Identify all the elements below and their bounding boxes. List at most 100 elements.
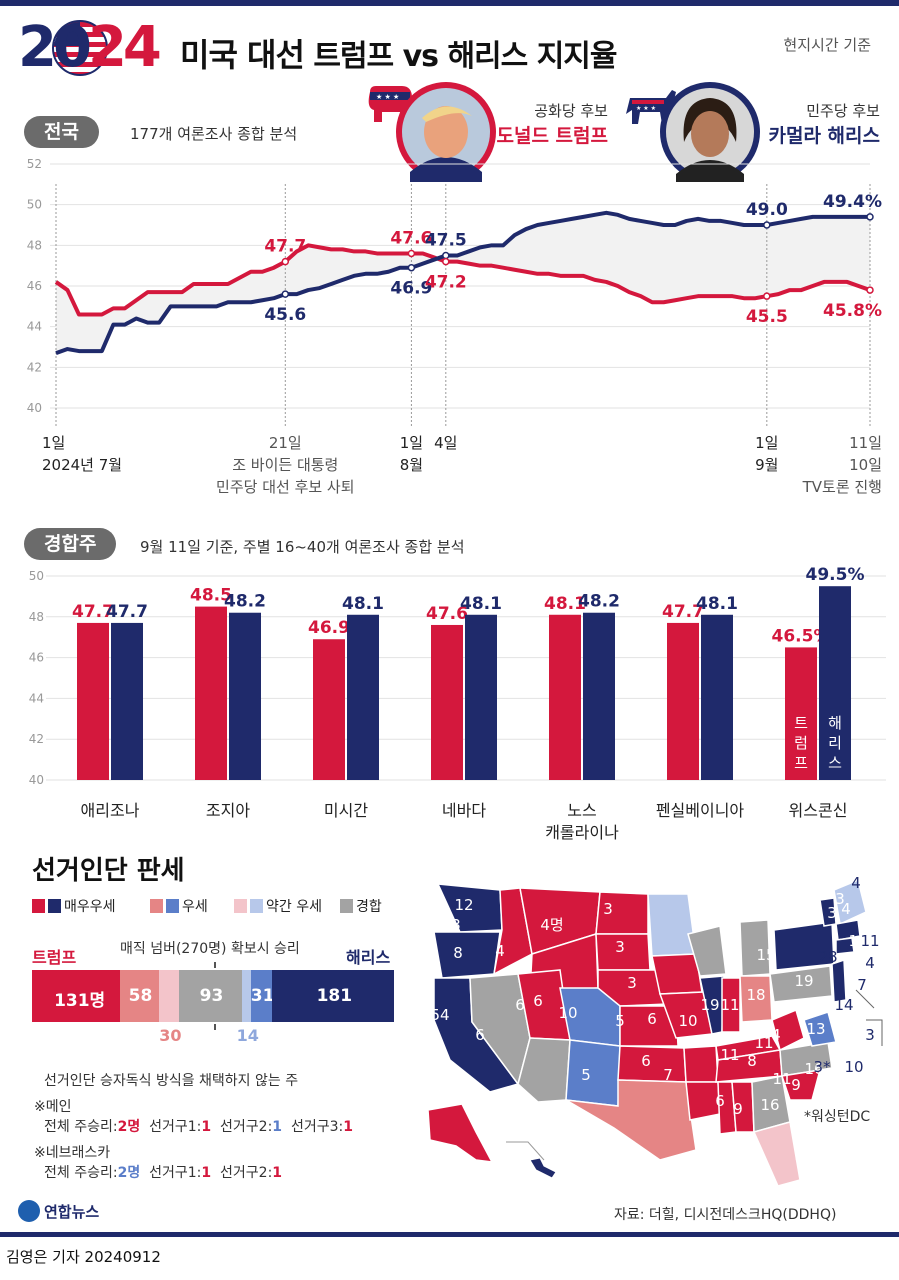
trump-party: 공화당 후보: [534, 102, 608, 120]
us-flag-icon: [52, 20, 108, 76]
map-state-label: 5: [581, 1066, 591, 1084]
x-axis-label: 1일: [42, 434, 65, 452]
map-state-label: 6: [533, 992, 543, 1010]
legend-swatch-blue-lean: [166, 899, 179, 913]
harris-bar: [229, 612, 261, 780]
map-state-label: 3: [603, 900, 613, 918]
trump-bar: [77, 622, 109, 780]
bar-value-label: 46.5%: [772, 626, 831, 646]
bottom-border: [0, 1232, 899, 1237]
map-state-label: 8: [747, 1052, 757, 1070]
electoral-segment-label: 131명: [54, 991, 106, 1011]
map-state-label: 16: [760, 1096, 779, 1114]
trump-bar: [195, 606, 227, 780]
map-state-label: 54: [430, 1006, 449, 1024]
x-axis-label: TV토론 진행: [802, 478, 882, 496]
y-tick-label: 44: [29, 691, 44, 705]
y-tick-label: 46: [27, 279, 42, 293]
map-state-label: 3: [835, 890, 845, 908]
map-state-label: 3: [827, 904, 837, 922]
annotation-label: 49.0: [746, 200, 788, 220]
map-state-label: 12: [454, 896, 473, 914]
bar-value-label: 48.1: [460, 594, 502, 614]
map-state-label: 16: [804, 1060, 823, 1078]
map-state-label: 4: [841, 900, 851, 918]
map-state-label: 6: [641, 1052, 651, 1070]
electoral-segment-label: 14: [236, 1026, 259, 1045]
maine-rules: 전체 주승리:2명 선거구1:1 선거구2:1 선거구3:1: [44, 1119, 353, 1135]
map-state-label: 11: [754, 1034, 773, 1052]
map-state-label: 18: [746, 986, 765, 1004]
harris-label-block: 민주당 후보 카멀라 해리스: [754, 100, 881, 148]
annotation-label: 47.7: [264, 237, 306, 257]
map-state-label: 4: [771, 1026, 781, 1044]
map-state-label: 3: [451, 916, 461, 934]
map-state-label: 4: [495, 942, 505, 960]
bar-value-label: 46.9: [308, 618, 350, 638]
leader-line-dc: [866, 1019, 883, 1046]
legend-tilt: 약간 우세: [234, 896, 322, 916]
map-state-label: 7: [857, 976, 867, 994]
x-axis-label: 1일: [400, 434, 423, 452]
harris-photo-ring: [660, 82, 760, 182]
trump-bar: [785, 647, 817, 780]
harris-bar: [465, 614, 497, 780]
legend-tilt-label: 약간 우세: [266, 899, 322, 915]
x-axis-label: 2024년 7월: [42, 456, 122, 474]
map-state-label: 19: [700, 996, 719, 1014]
legend-swatch-gray: [340, 899, 353, 913]
bar-value-label: 47.7: [662, 602, 704, 622]
map-state-label: 9: [733, 1100, 743, 1118]
electoral-segment: [159, 970, 180, 1022]
category-label: 노스: [567, 801, 596, 820]
annotation-label: 49.4%: [823, 192, 882, 212]
source-note: 자료: 더힐, 디시전데스크HQ(DDHQ): [614, 1207, 837, 1223]
map-state-label: 6: [515, 996, 525, 1014]
map-state-label: 3: [627, 974, 637, 992]
map-state-label: 6: [647, 1010, 657, 1028]
legend-strong: 매우우세: [32, 896, 116, 916]
harris-bar: [347, 614, 379, 780]
legend-lean: 우세: [150, 896, 208, 916]
trump-portrait: [402, 88, 490, 182]
trump-label-block: 공화당 후보 도널드 트럼프: [482, 100, 609, 148]
annotation-label: 45.8%: [823, 301, 882, 321]
map-state-label: 3*: [813, 1058, 831, 1076]
year-logo: 2024: [18, 15, 162, 80]
map-state-label: 4명: [540, 916, 563, 934]
harris-bar: [111, 622, 143, 780]
category-label: 네바다: [442, 801, 486, 820]
annotation-point: [281, 257, 290, 266]
category-label: 펜실베이니아: [656, 801, 745, 820]
legend-swatch-red-lean: [150, 899, 163, 913]
time-basis-note: 현지시간 기준: [783, 36, 871, 54]
annotation-point: [763, 292, 771, 300]
map-state-label: 10: [558, 1004, 577, 1022]
electoral-segment: [120, 970, 160, 1022]
harris-line: [55, 210, 870, 355]
map-state-label: 6: [715, 1092, 725, 1110]
y-tick-label: 44: [27, 320, 42, 334]
in-bar-vertical-label: 리: [828, 734, 842, 752]
map-state-label: 4: [865, 954, 875, 972]
annotation-point: [407, 263, 416, 272]
maine-label: ※메인: [34, 1099, 72, 1115]
electoral-segment: [272, 970, 394, 1022]
y-tick-label: 50: [29, 569, 44, 583]
svg-text:★ ★ ★: ★ ★ ★: [636, 105, 656, 112]
electoral-segment: [32, 970, 121, 1022]
electoral-segment-label: 58: [128, 986, 153, 1006]
category-label: 애리조나: [81, 801, 140, 820]
x-axis-label: 9월: [755, 456, 778, 474]
annotation-label: 47.6: [390, 228, 432, 248]
magic-number-note: 매직 넘버(270명) 확보시 승리: [120, 941, 300, 957]
map-state-label: 30: [794, 1146, 813, 1164]
trump-line: [54, 243, 871, 317]
x-axis-label: 11일: [849, 434, 882, 452]
map-state-label: 40: [588, 1120, 607, 1138]
x-axis-label: 21일: [269, 434, 302, 452]
trump-bar: [431, 624, 463, 780]
annotation-label: 45.5: [746, 307, 788, 327]
in-bar-vertical-label: 럼: [794, 734, 808, 752]
